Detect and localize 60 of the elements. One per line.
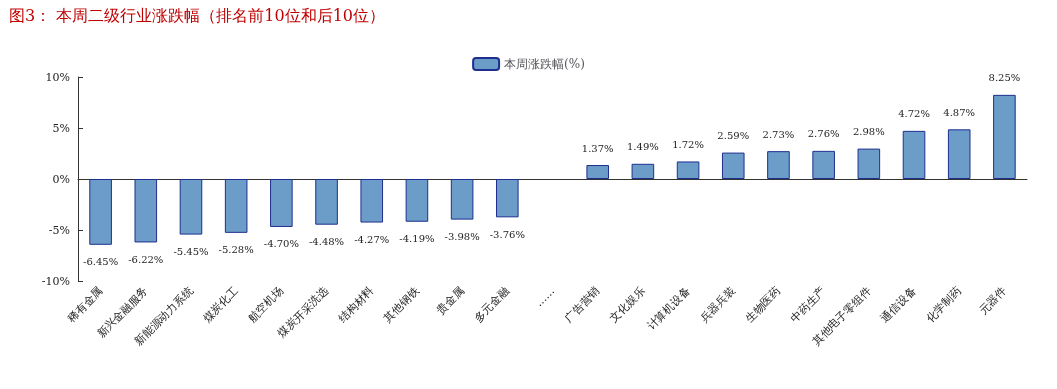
data-label: -4.70%	[263, 238, 299, 250]
data-label: -5.28%	[218, 244, 254, 256]
x-tick-label: 生物医药	[742, 284, 784, 325]
y-tick-label: -5%	[48, 223, 70, 237]
y-tick-label: -10%	[41, 274, 70, 288]
bar	[993, 94, 1016, 179]
bar	[496, 179, 519, 218]
chart-title: 图3： 本周二级行业涨跌幅（排名前10位和后10位）	[9, 5, 385, 25]
y-tick-label: 5%	[52, 121, 70, 135]
data-label: 2.76%	[807, 128, 840, 140]
data-label: 1.72%	[672, 138, 704, 150]
bar	[224, 179, 248, 233]
data-label: 4.72%	[898, 108, 930, 120]
data-label: 4.87%	[943, 106, 976, 118]
bar	[586, 165, 609, 179]
data-label: -4.27%	[354, 234, 390, 246]
data-label: 2.73%	[762, 128, 795, 140]
bar	[721, 152, 745, 179]
data-label: 1.37%	[581, 142, 614, 154]
data-label: -4.19%	[399, 233, 435, 245]
data-label: -3.76%	[489, 228, 525, 240]
y-tick-label: 10%	[45, 70, 70, 84]
y-tick-label: 0%	[52, 172, 70, 186]
data-label: 1.49%	[626, 141, 659, 153]
x-tick-label: 元器件	[976, 284, 1009, 317]
bar	[450, 179, 474, 220]
bar	[405, 179, 429, 222]
x-tick-label: 煤炭化工	[200, 284, 241, 325]
data-label: -5.45%	[173, 246, 209, 258]
bar	[360, 179, 384, 223]
bar	[947, 129, 971, 179]
bar	[315, 179, 338, 225]
legend-label: 本周涨跌幅(%)	[504, 57, 585, 71]
data-label: -4.48%	[308, 236, 345, 248]
data-label: 8.25%	[988, 72, 1021, 84]
bar	[134, 179, 158, 243]
data-label: 2.98%	[852, 126, 885, 138]
x-tick-label: 多元金融	[471, 284, 512, 325]
data-label: -6.45%	[83, 256, 119, 268]
bar	[631, 163, 655, 179]
x-tick-label: 航空机场	[245, 284, 286, 325]
data-label: -6.22%	[128, 253, 164, 265]
x-tick-label: 广告营销	[561, 284, 603, 325]
x-tick-label: 其他钢铁	[381, 284, 422, 325]
bar	[857, 148, 881, 179]
x-tick-label: ……	[532, 284, 558, 310]
bar	[767, 151, 790, 179]
x-tick-label: 化学制药	[923, 284, 964, 325]
bar	[812, 150, 835, 179]
bar	[676, 161, 700, 179]
x-tick-label: 结构材料	[336, 284, 377, 325]
data-label: 2.59%	[717, 130, 750, 142]
bar	[270, 179, 293, 227]
x-tick-label: 通信设备	[878, 284, 919, 325]
data-label: -3.98%	[444, 231, 480, 243]
x-tick-label: 兵器兵装	[697, 284, 738, 325]
bar	[179, 179, 203, 235]
x-tick-label: 贵金属	[434, 284, 467, 317]
bar	[902, 130, 926, 179]
bar	[89, 179, 112, 245]
